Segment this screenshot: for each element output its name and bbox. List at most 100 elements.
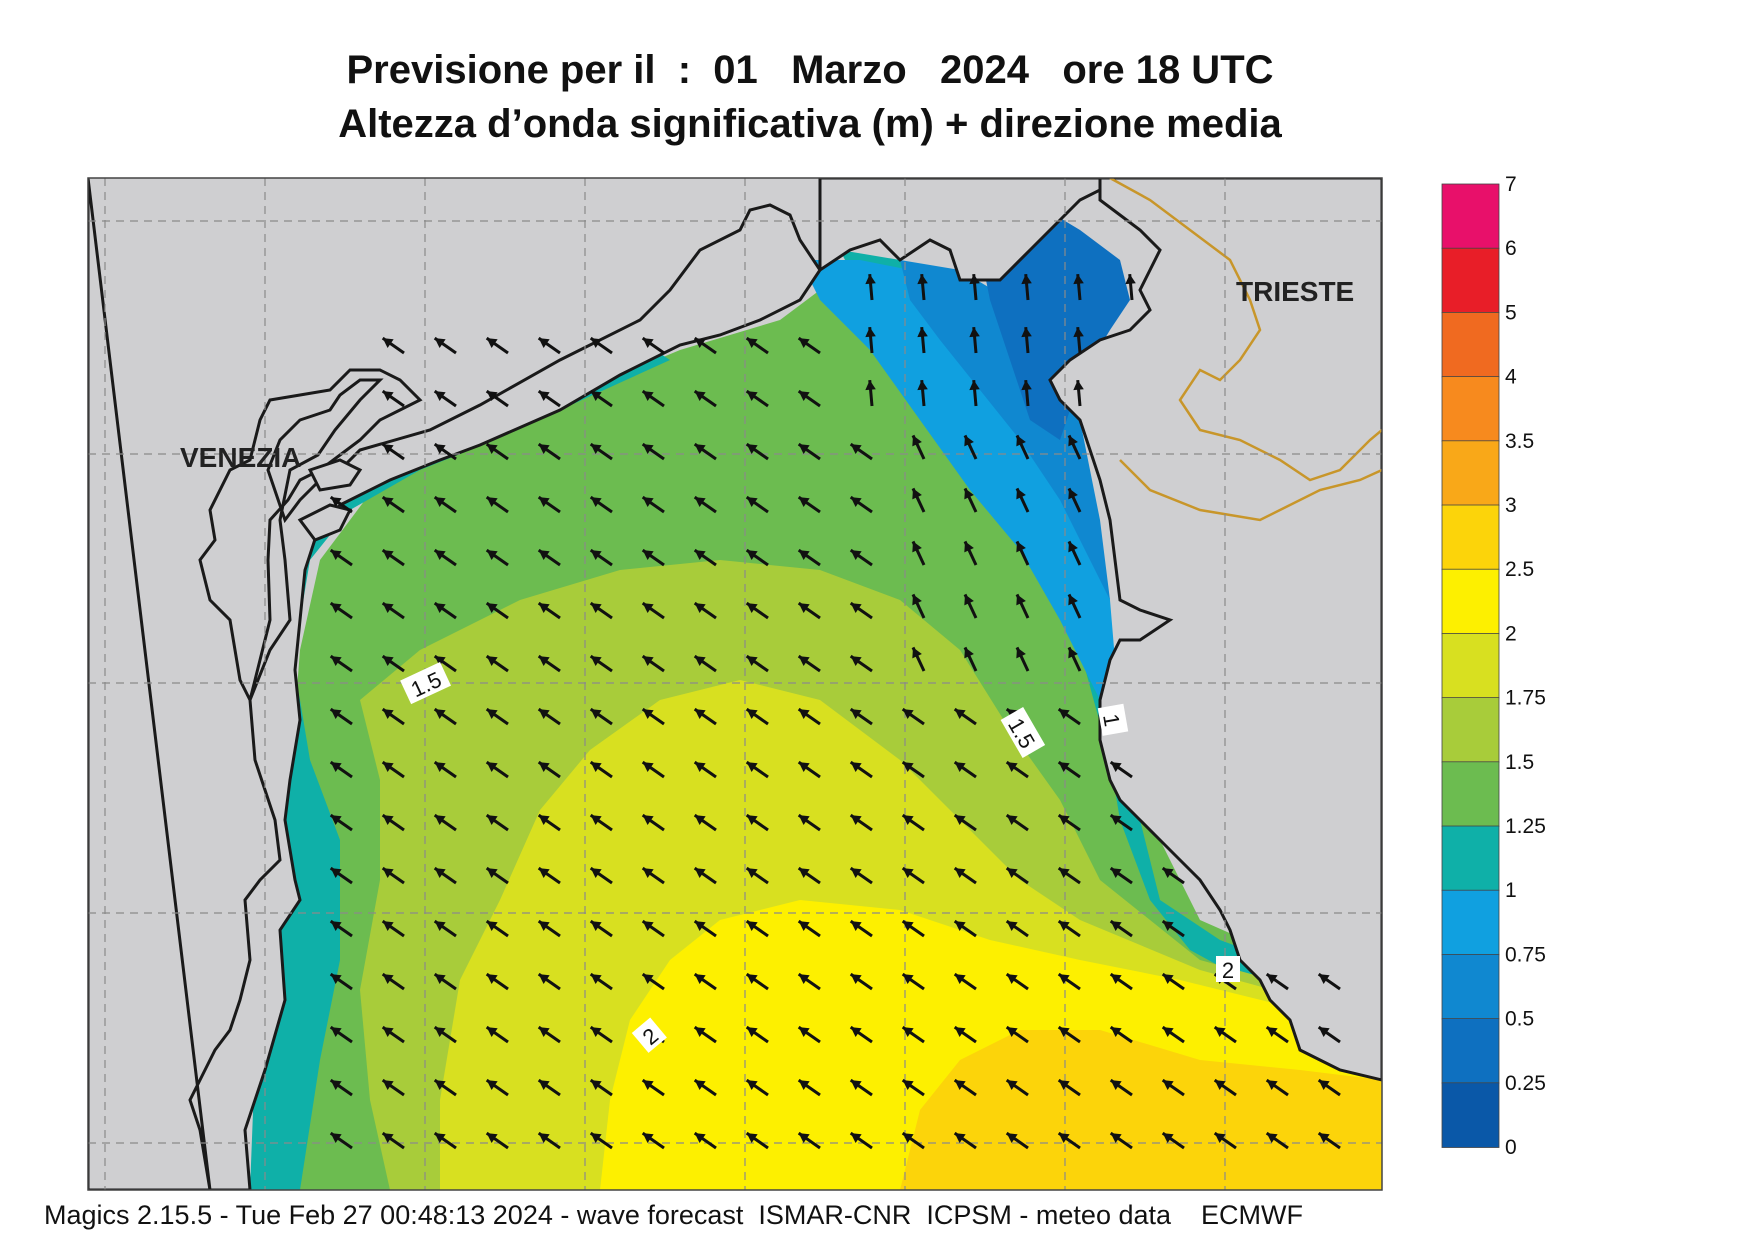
map-area: 1.5 1.5 1 2 2 VENEZIA TRIESTE <box>88 178 1382 1190</box>
arrow-head <box>798 762 810 772</box>
arrow-head <box>798 444 810 454</box>
arrow-head <box>1016 541 1026 553</box>
arrow-head <box>1021 274 1032 285</box>
arrow-head <box>850 762 862 772</box>
arrow-head <box>1110 868 1122 878</box>
colorbar: 7 6 5 4 3.5 3 2.5 2 1.75 1.5 1.25 1 0.75 0.5 0.25 0 <box>1441 173 1546 1159</box>
arrow-head <box>1162 974 1174 984</box>
colorbar-label: 1 <box>1505 879 1517 902</box>
arrow-head <box>434 656 446 666</box>
arrow-head <box>746 974 758 984</box>
colorbar-label: 4 <box>1505 366 1517 389</box>
arrow-head <box>486 603 498 613</box>
arrow-head <box>1068 541 1078 553</box>
arrow-head <box>746 1027 758 1037</box>
istria-coast <box>1048 178 1382 1082</box>
arrow-head <box>590 550 602 560</box>
arrow-head <box>798 338 810 348</box>
colorbar-swatch <box>1441 697 1500 763</box>
band-2.5-3.0 <box>900 1030 1382 1190</box>
arrow-head <box>1110 921 1122 931</box>
arrow-head <box>382 656 394 666</box>
arrow-head <box>694 815 706 825</box>
arrow-head <box>902 1080 914 1090</box>
colorbar-label: 5 <box>1505 301 1517 324</box>
arrow-head <box>850 815 862 825</box>
arrow-head <box>798 815 810 825</box>
arrow-head <box>954 974 966 984</box>
arrow-head <box>330 497 342 507</box>
arrow-head <box>590 868 602 878</box>
arrow-head <box>902 1027 914 1037</box>
arrow-head <box>912 647 922 659</box>
arrow-head <box>434 497 446 507</box>
colorbar-label: 1.75 <box>1505 687 1546 710</box>
arrow-head <box>486 921 498 931</box>
arrow-head <box>1058 1080 1070 1090</box>
arrow-head <box>954 1133 966 1143</box>
arrow-head <box>538 868 550 878</box>
arrow-head <box>330 603 342 613</box>
arrow-head <box>798 868 810 878</box>
arrow-head <box>590 338 602 348</box>
arrow-head <box>486 656 498 666</box>
arrow-head <box>330 1080 342 1090</box>
arrow-head <box>746 709 758 719</box>
arrow-head <box>486 550 498 560</box>
arrow-head <box>1058 1133 1070 1143</box>
colorbar-swatch <box>1441 1082 1500 1148</box>
arrow-head <box>382 550 394 560</box>
arrow-head <box>642 709 654 719</box>
arrow-head <box>538 656 550 666</box>
arrow-head <box>434 974 446 984</box>
arrow-head <box>486 868 498 878</box>
arrow-head <box>902 868 914 878</box>
colorbar-label: 0.75 <box>1505 943 1546 966</box>
arrow-head <box>382 1133 394 1143</box>
arrow-head <box>1068 435 1078 447</box>
arrow-head <box>746 497 758 507</box>
arrow-head <box>486 497 498 507</box>
arrow-head <box>1110 1027 1122 1037</box>
arrow-head <box>694 1133 706 1143</box>
arrow-head <box>382 921 394 931</box>
arrow-head <box>434 603 446 613</box>
arrow-head <box>850 1133 862 1143</box>
arrow-head <box>694 1080 706 1090</box>
arrow-head <box>850 550 862 560</box>
arrow-head <box>865 380 876 391</box>
arrow-head <box>1266 1133 1278 1143</box>
colorbar-label: 3 <box>1505 494 1517 517</box>
arrow-head <box>954 815 966 825</box>
arrow-head <box>912 594 922 606</box>
arrow-head <box>850 656 862 666</box>
arrow-head <box>590 1080 602 1090</box>
arrow-head <box>1016 594 1026 606</box>
arrow-head <box>798 550 810 560</box>
arrow-head <box>434 1133 446 1143</box>
arrow-head <box>382 868 394 878</box>
arrow-head <box>964 541 974 553</box>
arrow-head <box>798 391 810 401</box>
arrow-head <box>917 327 928 338</box>
arrow-head <box>1318 1080 1330 1090</box>
arrow-head <box>642 762 654 772</box>
arrow-head <box>538 921 550 931</box>
colorbar-swatch <box>1441 376 1500 442</box>
arrow-head <box>486 762 498 772</box>
arrow-head <box>382 1080 394 1090</box>
arrow-head <box>1021 380 1032 391</box>
arrow-head <box>798 1133 810 1143</box>
arrow-head <box>590 656 602 666</box>
arrow-head <box>746 868 758 878</box>
arrow-head <box>746 603 758 613</box>
colorbar-swatch <box>1441 825 1500 892</box>
arrow-head <box>912 541 922 553</box>
city-label-venezia: VENEZIA <box>180 442 301 473</box>
colorbar-label: 2.5 <box>1505 558 1534 581</box>
arrow-head <box>538 444 550 454</box>
arrow-head <box>538 338 550 348</box>
arrow-head <box>1266 1027 1278 1037</box>
contour-label-2a: 2 <box>1216 956 1240 983</box>
arrow-head <box>590 815 602 825</box>
